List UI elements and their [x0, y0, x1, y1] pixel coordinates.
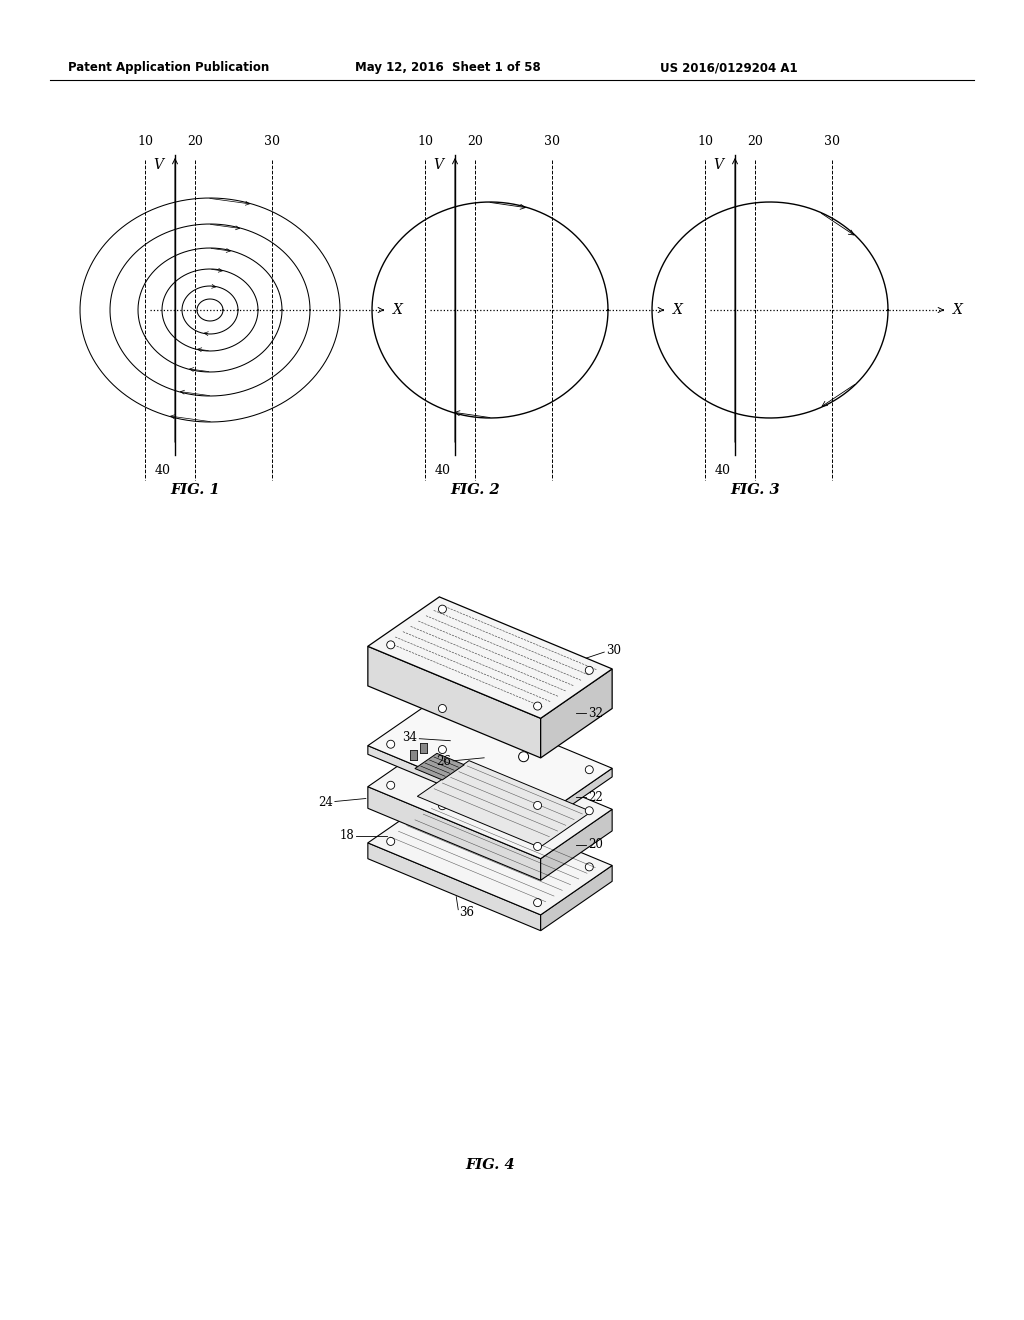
Text: 30: 30: [544, 135, 560, 148]
Bar: [420, 743, 427, 754]
Polygon shape: [368, 843, 541, 931]
Text: 10: 10: [697, 135, 713, 148]
Text: 20: 20: [467, 135, 483, 148]
Circle shape: [387, 781, 394, 789]
Text: 10: 10: [417, 135, 433, 148]
Polygon shape: [368, 738, 612, 859]
Circle shape: [387, 741, 394, 748]
Text: FIG. 3: FIG. 3: [730, 483, 780, 498]
Circle shape: [534, 899, 542, 907]
Circle shape: [387, 837, 394, 845]
Circle shape: [534, 842, 542, 850]
Circle shape: [586, 807, 593, 814]
Text: V: V: [713, 158, 723, 172]
Text: V: V: [153, 158, 163, 172]
Polygon shape: [541, 809, 612, 880]
Bar: [420, 743, 427, 754]
Circle shape: [534, 702, 542, 710]
Polygon shape: [541, 669, 612, 758]
Text: FIG. 2: FIG. 2: [451, 483, 500, 498]
Text: 30: 30: [606, 644, 622, 656]
Bar: [410, 750, 417, 760]
Polygon shape: [368, 696, 612, 817]
Text: 24: 24: [318, 796, 333, 809]
Text: X: X: [393, 304, 402, 317]
Polygon shape: [368, 793, 612, 915]
Circle shape: [387, 642, 394, 649]
Text: 20: 20: [748, 135, 763, 148]
Polygon shape: [368, 787, 541, 880]
Text: 30: 30: [824, 135, 840, 148]
Text: 18: 18: [340, 829, 354, 842]
Polygon shape: [541, 866, 612, 931]
Polygon shape: [415, 754, 464, 780]
Text: 34: 34: [402, 731, 418, 744]
Text: 32: 32: [589, 708, 603, 719]
Circle shape: [438, 801, 446, 809]
Text: 40: 40: [715, 463, 731, 477]
Text: 26: 26: [436, 755, 452, 768]
Text: 40: 40: [435, 463, 451, 477]
Circle shape: [438, 746, 446, 754]
Text: X: X: [953, 304, 963, 317]
Text: 20: 20: [187, 135, 203, 148]
Polygon shape: [541, 768, 612, 826]
Circle shape: [586, 667, 593, 675]
Text: V: V: [433, 158, 443, 172]
Text: FIG. 1: FIG. 1: [170, 483, 220, 498]
Text: 22: 22: [589, 791, 603, 804]
Text: 40: 40: [155, 463, 171, 477]
Polygon shape: [368, 746, 541, 826]
Text: Patent Application Publication: Patent Application Publication: [68, 62, 269, 74]
Text: US 2016/0129204 A1: US 2016/0129204 A1: [660, 62, 798, 74]
Bar: [410, 750, 417, 760]
Polygon shape: [418, 760, 592, 847]
Text: X: X: [673, 304, 683, 317]
Circle shape: [586, 863, 593, 871]
Circle shape: [534, 801, 542, 809]
Text: 30: 30: [264, 135, 280, 148]
Circle shape: [518, 751, 528, 762]
Text: May 12, 2016  Sheet 1 of 58: May 12, 2016 Sheet 1 of 58: [355, 62, 541, 74]
Text: 10: 10: [137, 135, 153, 148]
Text: 20: 20: [589, 838, 603, 851]
Text: 36: 36: [459, 907, 474, 919]
Text: FIG. 4: FIG. 4: [465, 1158, 515, 1172]
Circle shape: [438, 705, 446, 713]
Circle shape: [438, 605, 446, 612]
Bar: [420, 743, 427, 754]
Polygon shape: [368, 647, 541, 758]
Bar: [410, 750, 417, 760]
Polygon shape: [368, 597, 612, 718]
Circle shape: [586, 766, 593, 774]
